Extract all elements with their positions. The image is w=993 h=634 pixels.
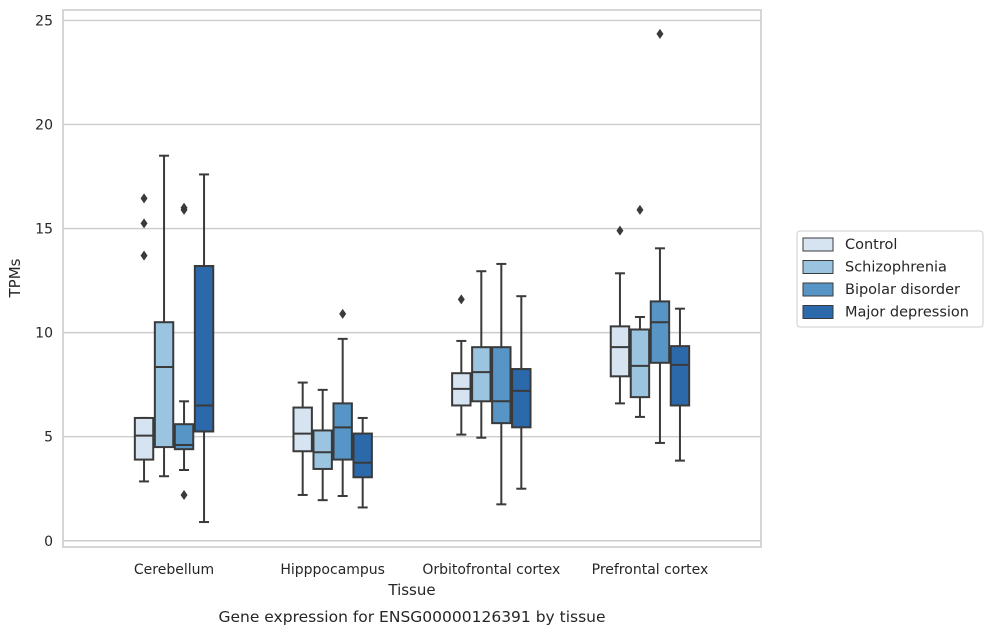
boxes	[133, 28, 691, 524]
outlier-point	[140, 218, 148, 229]
outlier-point	[180, 489, 188, 500]
outlier-point	[140, 193, 148, 204]
box-iqr	[511, 368, 532, 429]
y-tick-label: 10	[35, 326, 53, 342]
box-iqr	[193, 265, 215, 433]
outlier-point	[140, 250, 148, 261]
box-major-depression	[193, 173, 215, 524]
outlier-point	[457, 294, 465, 305]
legend-swatch	[802, 260, 834, 274]
box-iqr	[332, 402, 353, 461]
outlier-point	[339, 308, 347, 319]
y-tick-label: 5	[44, 430, 53, 446]
box-iqr	[133, 416, 155, 461]
y-tick-label: 25	[35, 13, 53, 29]
outlier-point	[656, 28, 664, 39]
box-iqr	[292, 406, 313, 453]
box-iqr	[312, 429, 333, 470]
box-bipolar-disorder	[173, 202, 195, 500]
outlier-point	[636, 204, 644, 215]
y-tick-label: 0	[44, 534, 53, 550]
box-major-depression	[352, 416, 373, 509]
legend-label: Major depression	[845, 305, 969, 321]
x-tick-label: Hipppocampus	[280, 562, 385, 578]
x-axis-ticks: Cerebellum Hipppocampus Orbitofrontal cort…	[134, 562, 708, 578]
y-axis-label: TPMs	[6, 258, 24, 298]
y-tick-label: 20	[35, 117, 53, 133]
box-control	[451, 294, 472, 436]
box-major-depression	[511, 295, 532, 490]
box-bipolar-disorder	[332, 308, 353, 498]
box-bipolar-disorder	[491, 262, 512, 506]
box-iqr	[173, 423, 195, 451]
chart-caption: Gene expression for ENSG00000126391 by t…	[218, 608, 605, 626]
box-control	[292, 381, 313, 496]
box-iqr	[153, 321, 175, 449]
legend: Control Schizophrenia Bipolar disorder Majo…	[796, 230, 984, 328]
legend-swatch	[802, 305, 834, 319]
box-iqr	[629, 328, 651, 399]
y-axis-ticks: 0 5 10 15 20 25	[35, 13, 53, 549]
x-tick-label: Orbitofrontal cortex	[422, 562, 560, 578]
box-control	[133, 193, 155, 483]
outlier-point	[616, 225, 624, 236]
x-tick-label: Cerebellum	[134, 562, 214, 578]
plot-area-frame	[62, 9, 762, 548]
legend-label: Schizophrenia	[845, 260, 947, 276]
legend-swatch	[802, 237, 834, 252]
box-bipolar-disorder	[649, 28, 671, 444]
box-major-depression	[669, 307, 691, 462]
legend-label: Control	[845, 237, 897, 253]
outlier-point	[180, 202, 188, 213]
box-iqr	[669, 345, 691, 407]
box-iqr	[649, 300, 671, 364]
y-tick-label: 15	[35, 222, 53, 238]
box-schizophrenia	[312, 388, 333, 502]
x-axis-label: Tissue	[387, 581, 435, 599]
box-control	[609, 225, 631, 405]
box-iqr	[352, 432, 373, 479]
box-schizophrenia	[471, 270, 492, 439]
box-iqr	[471, 346, 492, 403]
legend-frame	[796, 230, 984, 328]
legend-swatch	[802, 282, 834, 297]
box-schizophrenia	[153, 154, 175, 478]
box-iqr	[609, 325, 631, 378]
legend-label: Bipolar disorder	[845, 282, 960, 298]
x-tick-label: Prefrontal cortex	[592, 562, 709, 578]
box-schizophrenia	[629, 204, 651, 418]
box-iqr	[491, 346, 512, 425]
